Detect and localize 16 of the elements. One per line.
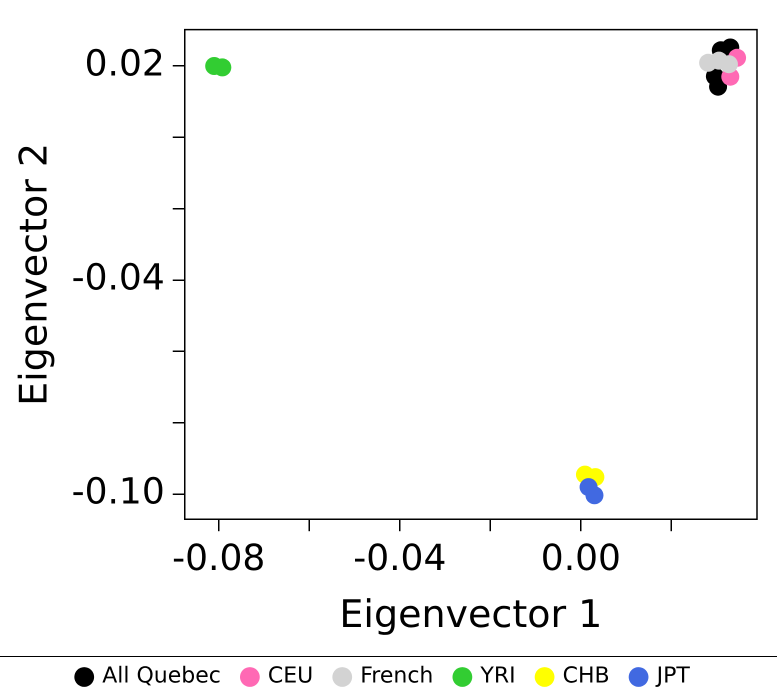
legend-label: CHB [562, 664, 610, 689]
y-tick-label: -0.04 [72, 257, 165, 298]
legend-label: YRI [479, 664, 516, 689]
legend-label: CEU [268, 664, 314, 689]
y-tick-label: -0.10 [72, 472, 165, 513]
x-tick-label: -0.08 [172, 538, 266, 580]
y-axis-title: Eigenvector 2 [12, 142, 56, 406]
x-tick-label: 0.00 [540, 538, 621, 580]
x-axis-title: Eigenvector 1 [339, 592, 602, 636]
legend-label: French [360, 664, 434, 689]
y-tick-label: 0.02 [84, 43, 165, 84]
point [720, 55, 738, 74]
point [585, 486, 604, 504]
legend-label: All Quebec [102, 664, 221, 689]
legend-label: JPT [654, 664, 690, 689]
x-tick-label: -0.04 [353, 538, 446, 580]
